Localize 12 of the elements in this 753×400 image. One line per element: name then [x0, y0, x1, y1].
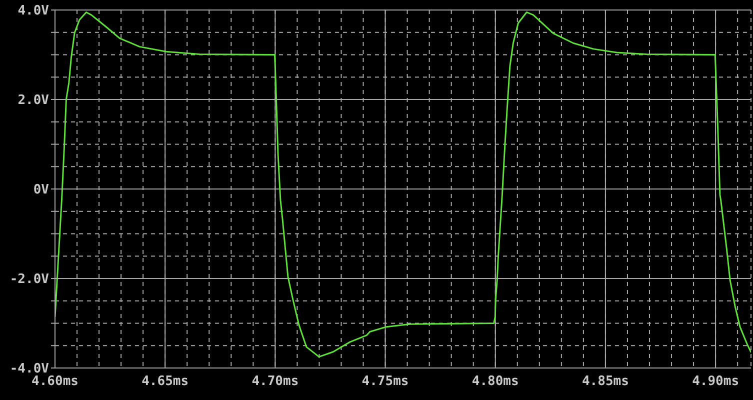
y-tick-label: 0V [33, 182, 50, 198]
x-tick-label: 4.60ms [32, 374, 78, 390]
x-tick-label: 4.80ms [472, 374, 519, 390]
y-tick-label: -4.0V [10, 362, 50, 377]
x-tick-label: 4.75ms [362, 374, 409, 390]
x-tick-label: 4.65ms [142, 374, 189, 390]
x-tick-label: 4.70ms [252, 374, 299, 390]
x-tick-label: 4.90ms [692, 374, 740, 390]
y-tick-label: -2.0V [10, 272, 50, 288]
y-tick-label: 4.0V [18, 4, 50, 19]
y-tick-label: 2.0V [18, 93, 50, 108]
x-tick-label: 4.85ms [582, 374, 629, 390]
